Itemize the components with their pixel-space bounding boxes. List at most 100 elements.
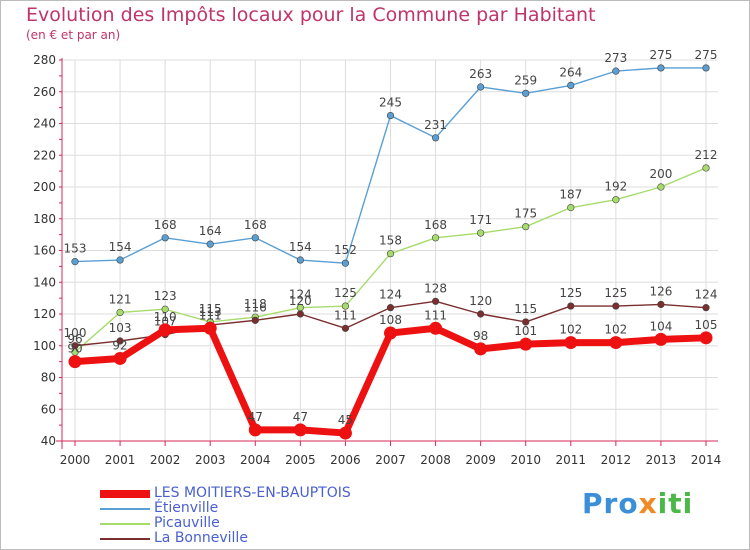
proxiti-logo: Proxiti bbox=[582, 487, 694, 520]
data-label-les-moitiers-en-bauptois: 92 bbox=[112, 338, 127, 352]
y-tick-label: 80 bbox=[41, 371, 56, 385]
data-point-picauville bbox=[431, 234, 440, 242]
data-point-picauville bbox=[477, 229, 485, 237]
data-point-picauville bbox=[567, 204, 575, 212]
x-tick-label: 2005 bbox=[285, 453, 316, 467]
data-point-picauville bbox=[386, 250, 395, 258]
data-label-etienville: 152 bbox=[334, 243, 357, 257]
x-tick-label: 2013 bbox=[646, 453, 677, 467]
data-label-la-bonneville: 115 bbox=[514, 302, 537, 316]
data-label-etienville: 275 bbox=[649, 48, 672, 62]
data-label-etienville: 153 bbox=[64, 242, 87, 256]
data-point-les-moitiers-en-bauptois bbox=[338, 426, 352, 440]
y-tick-label: 260 bbox=[33, 85, 56, 99]
data-point-picauville bbox=[702, 164, 710, 172]
data-point-la-bonneville bbox=[431, 297, 440, 305]
data-label-etienville: 273 bbox=[604, 51, 627, 65]
data-point-etienville bbox=[612, 67, 620, 75]
data-label-les-moitiers-en-bauptois: 111 bbox=[199, 308, 222, 322]
data-label-la-bonneville: 125 bbox=[559, 286, 582, 300]
data-label-etienville: 275 bbox=[695, 48, 718, 62]
data-label-picauville: 124 bbox=[289, 288, 312, 302]
data-point-les-moitiers-en-bauptois bbox=[654, 332, 668, 346]
data-point-etienville bbox=[206, 240, 214, 248]
data-point-picauville bbox=[522, 223, 530, 231]
data-point-les-moitiers-en-bauptois bbox=[293, 423, 307, 437]
data-point-etienville bbox=[657, 64, 665, 72]
y-tick-label: 60 bbox=[41, 402, 56, 416]
data-point-les-moitiers-en-bauptois bbox=[384, 326, 397, 340]
x-tick-label: 2007 bbox=[375, 453, 406, 467]
data-point-la-bonneville bbox=[116, 337, 124, 345]
data-label-la-bonneville: 124 bbox=[379, 288, 402, 302]
x-tick-label: 2011 bbox=[556, 453, 587, 467]
data-point-les-moitiers-en-bauptois bbox=[609, 336, 623, 350]
data-label-picauville: 200 bbox=[649, 167, 672, 181]
data-label-picauville: 115 bbox=[199, 302, 222, 316]
data-label-les-moitiers-en-bauptois: 104 bbox=[649, 319, 672, 333]
data-point-la-bonneville bbox=[567, 302, 575, 310]
data-label-les-moitiers-en-bauptois: 101 bbox=[514, 324, 537, 338]
data-point-la-bonneville bbox=[296, 310, 304, 318]
x-tick-label: 2003 bbox=[195, 453, 226, 467]
data-point-etienville bbox=[161, 234, 169, 242]
data-label-picauville: 158 bbox=[379, 234, 402, 248]
data-point-la-bonneville bbox=[702, 304, 710, 312]
data-point-etienville bbox=[477, 83, 485, 91]
legend-label: Picauville bbox=[154, 515, 220, 531]
data-label-etienville: 168 bbox=[244, 218, 267, 232]
y-tick-label: 200 bbox=[33, 180, 56, 194]
data-label-picauville: 121 bbox=[109, 292, 132, 306]
data-point-les-moitiers-en-bauptois bbox=[699, 331, 713, 345]
x-tick-label: 2010 bbox=[510, 453, 541, 467]
chart-title: Evolution des Impôts locaux pour la Comm… bbox=[26, 4, 596, 26]
data-point-la-bonneville bbox=[251, 316, 259, 324]
x-tick-label: 2000 bbox=[60, 453, 91, 467]
data-label-etienville: 264 bbox=[559, 65, 582, 79]
data-label-la-bonneville: 100 bbox=[64, 326, 87, 340]
data-point-etienville bbox=[296, 256, 304, 264]
data-point-etienville bbox=[341, 259, 350, 267]
data-label-la-bonneville: 103 bbox=[109, 321, 132, 335]
data-label-picauville: 175 bbox=[514, 207, 537, 221]
data-label-les-moitiers-en-bauptois: 110 bbox=[154, 310, 177, 324]
data-point-les-moitiers-en-bauptois bbox=[68, 355, 82, 369]
y-tick-label: 120 bbox=[33, 307, 56, 321]
data-label-etienville: 259 bbox=[514, 73, 537, 87]
data-label-la-bonneville: 125 bbox=[604, 286, 627, 300]
data-label-picauville: 171 bbox=[469, 213, 492, 227]
data-point-les-moitiers-en-bauptois bbox=[203, 321, 217, 335]
legend-swatch bbox=[100, 490, 150, 498]
data-point-picauville bbox=[116, 308, 124, 317]
data-label-les-moitiers-en-bauptois: 111 bbox=[424, 308, 447, 322]
chart-subtitle: (en € et par an) bbox=[26, 28, 121, 42]
data-point-les-moitiers-en-bauptois bbox=[429, 321, 443, 335]
data-point-etienville bbox=[431, 134, 440, 142]
data-label-etienville: 263 bbox=[469, 67, 492, 81]
data-label-les-moitiers-en-bauptois: 105 bbox=[695, 318, 718, 332]
y-tick-label: 180 bbox=[33, 212, 56, 226]
data-label-etienville: 164 bbox=[199, 224, 222, 238]
x-tick-label: 2006 bbox=[330, 453, 361, 467]
legend-label: La Bonneville bbox=[154, 530, 248, 546]
data-label-picauville: 212 bbox=[695, 148, 718, 162]
data-label-picauville: 96 bbox=[67, 332, 82, 346]
data-point-la-bonneville bbox=[477, 310, 485, 318]
x-tick-label: 2012 bbox=[601, 453, 632, 467]
data-point-etienville bbox=[116, 256, 124, 264]
data-label-picauville: 123 bbox=[154, 289, 177, 303]
data-point-picauville bbox=[612, 196, 620, 204]
data-label-les-moitiers-en-bauptois: 45 bbox=[338, 413, 353, 427]
data-point-la-bonneville bbox=[657, 300, 665, 309]
data-point-les-moitiers-en-bauptois bbox=[519, 337, 533, 351]
data-label-etienville: 154 bbox=[289, 240, 312, 254]
data-label-picauville: 118 bbox=[244, 297, 267, 311]
data-label-etienville: 245 bbox=[379, 96, 402, 110]
y-tick-label: 240 bbox=[33, 117, 56, 131]
x-tick-label: 2001 bbox=[105, 453, 136, 467]
data-label-la-bonneville: 113 bbox=[199, 305, 222, 319]
data-point-etienville bbox=[386, 111, 395, 120]
data-label-les-moitiers-en-bauptois: 98 bbox=[473, 329, 488, 343]
data-label-les-moitiers-en-bauptois: 102 bbox=[604, 323, 627, 337]
data-point-picauville bbox=[657, 183, 665, 191]
